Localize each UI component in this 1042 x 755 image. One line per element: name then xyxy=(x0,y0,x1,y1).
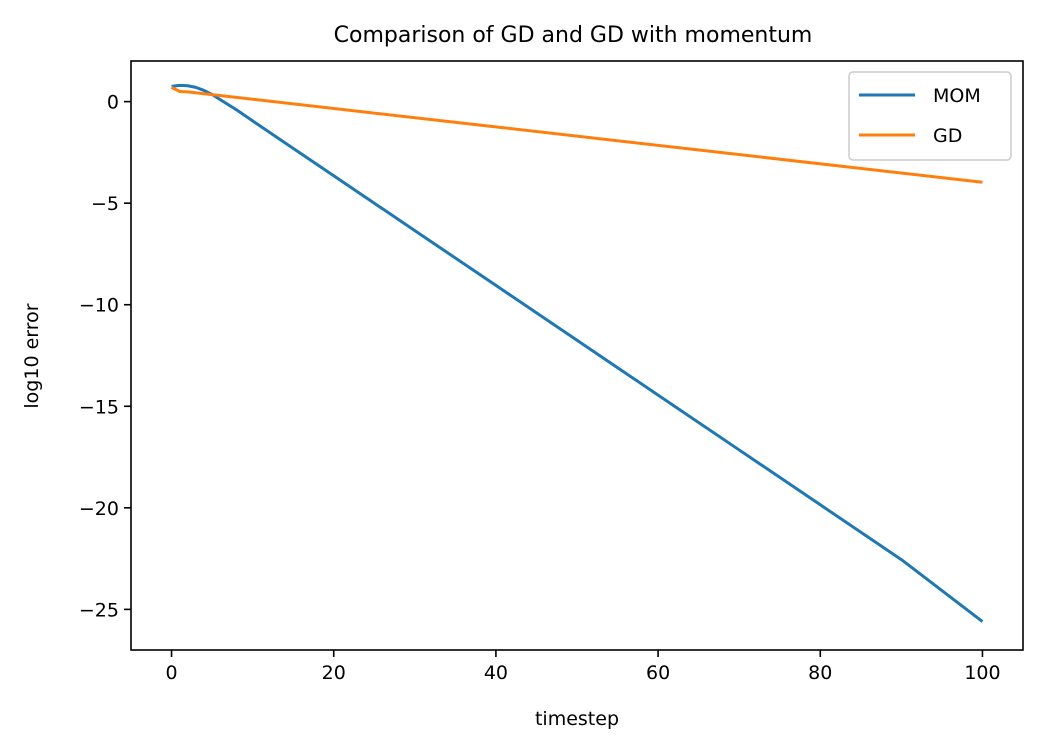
x-axis-label: timestep xyxy=(535,708,619,730)
x-tick-label: 60 xyxy=(646,662,670,684)
series-layer xyxy=(170,83,984,623)
y-axis-label: log10 error xyxy=(21,303,43,408)
x-tick-label: 20 xyxy=(322,662,346,684)
x-tick-label: 40 xyxy=(484,662,508,684)
x-tick-label: 0 xyxy=(165,662,177,684)
y-tick-label: −25 xyxy=(79,599,119,621)
legend: MOM GD xyxy=(848,71,1012,161)
y-tick-label: −5 xyxy=(91,193,119,215)
y-tick-label: −20 xyxy=(79,498,119,520)
y-tick-label: 0 xyxy=(107,92,119,114)
y-tick-label: −15 xyxy=(79,396,119,418)
series-line-gd xyxy=(170,86,983,184)
legend-label-gd: GD xyxy=(933,125,962,147)
x-axis-ticks: 0 20 40 60 80 100 xyxy=(165,650,1001,684)
x-tick-label: 100 xyxy=(964,662,1000,684)
x-tick-label: 80 xyxy=(808,662,832,684)
y-axis-ticks: 0 −5 −10 −15 −20 −25 xyxy=(79,92,131,621)
plot-frame xyxy=(130,60,1024,651)
legend-box xyxy=(848,71,1012,161)
y-tick-label: −10 xyxy=(79,295,119,317)
series-line-mom xyxy=(171,83,984,623)
chart-title: Comparison of GD and GD with momentum xyxy=(334,23,813,48)
legend-label-mom: MOM xyxy=(933,85,981,107)
